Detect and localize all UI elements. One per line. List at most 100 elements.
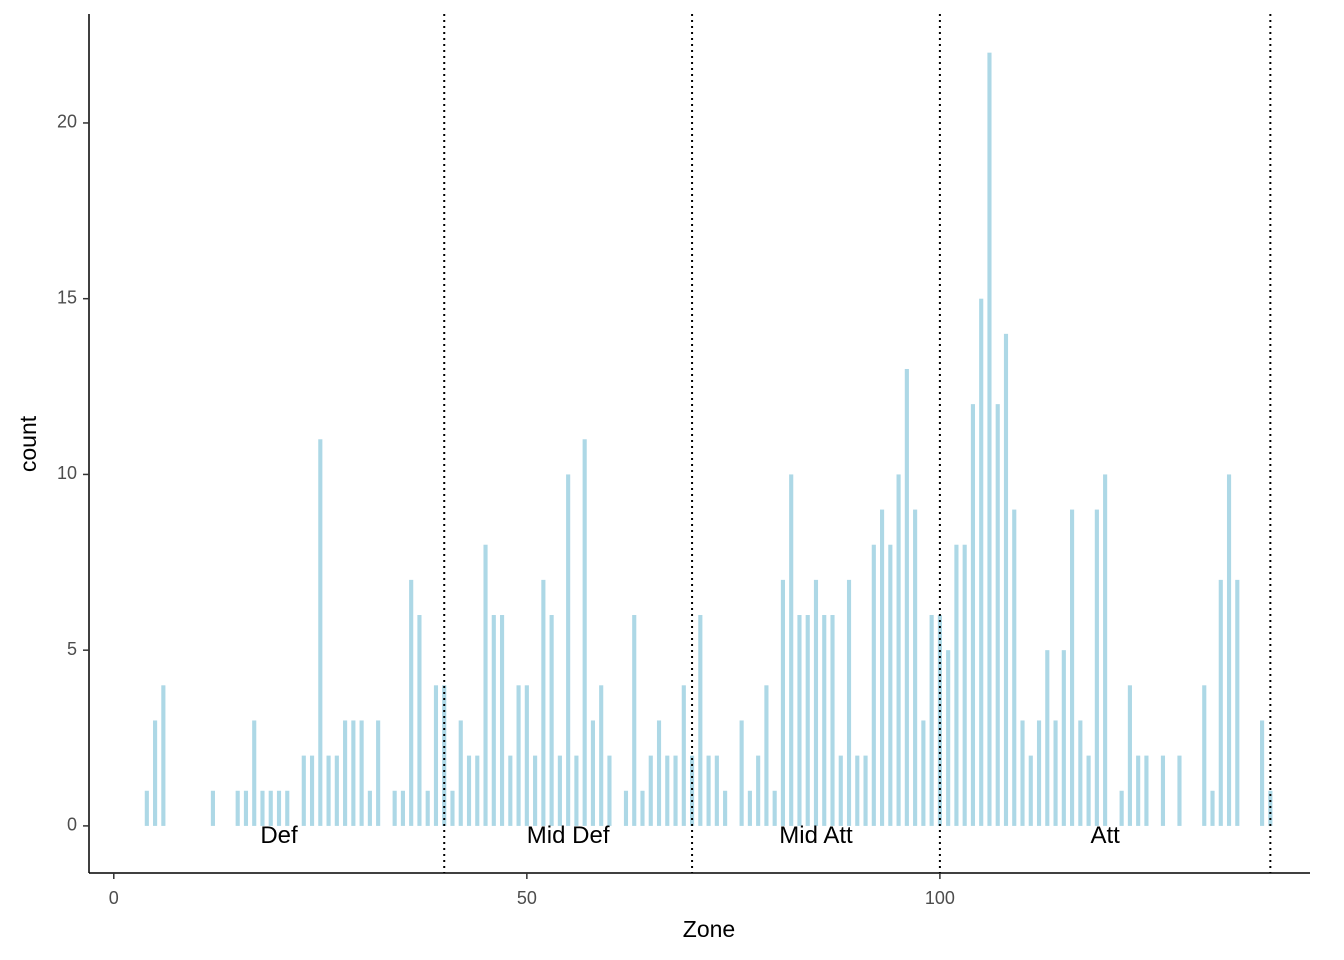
bar [268, 790, 273, 826]
bar [1136, 755, 1141, 826]
bar [689, 755, 695, 826]
bar [979, 298, 984, 826]
bar [813, 579, 819, 826]
bar [524, 685, 529, 826]
bar [1020, 720, 1025, 826]
bar [376, 720, 381, 826]
bar [846, 579, 852, 826]
bar [359, 720, 364, 826]
zone-label: Mid Att [779, 822, 853, 849]
bar [921, 720, 926, 826]
bar [863, 755, 868, 826]
bar [351, 720, 356, 826]
bar [1078, 720, 1083, 826]
bar [747, 790, 752, 826]
bar [483, 544, 488, 826]
bar [805, 615, 810, 826]
bar [318, 439, 323, 826]
bar [723, 790, 728, 826]
bar [987, 52, 992, 826]
y-tick-label: 20 [57, 112, 77, 132]
bar [1218, 579, 1223, 826]
bar [1045, 650, 1050, 826]
bar [541, 579, 546, 826]
bar [830, 615, 835, 826]
bar [425, 790, 430, 826]
bar [1210, 790, 1215, 826]
bar [574, 755, 579, 826]
bar [1127, 685, 1132, 826]
bar [491, 615, 496, 826]
bar [929, 615, 934, 826]
bar [1160, 755, 1166, 826]
bar [161, 685, 166, 826]
bar [301, 755, 306, 826]
bar [1036, 720, 1042, 826]
bar [1012, 509, 1017, 826]
bar [475, 755, 480, 826]
bar [797, 615, 802, 826]
bar [1086, 755, 1091, 826]
bar [772, 790, 777, 826]
bar [640, 790, 645, 826]
bar [739, 720, 744, 826]
zone-label: Def [260, 822, 298, 849]
bar [1103, 474, 1108, 826]
bar [896, 474, 901, 826]
bar [499, 615, 505, 826]
y-tick-label: 5 [67, 639, 77, 659]
bar [260, 790, 265, 826]
bar [450, 790, 455, 826]
bar [309, 755, 315, 826]
bar [880, 509, 885, 826]
bar [590, 720, 595, 826]
bar [632, 615, 637, 826]
bar [1119, 790, 1124, 826]
bar [789, 474, 794, 826]
bar [764, 685, 769, 826]
bar [367, 790, 372, 826]
bar [1003, 333, 1009, 826]
bar [153, 720, 158, 826]
bar [1268, 790, 1273, 826]
y-axis-title: count [15, 415, 41, 472]
bar [252, 720, 257, 826]
bar [326, 755, 331, 826]
bar [665, 755, 670, 826]
bar [623, 790, 629, 826]
bar [599, 685, 604, 826]
bar [855, 755, 860, 826]
bar [285, 790, 290, 826]
bar [1094, 509, 1099, 826]
bar [1070, 509, 1075, 826]
bar [904, 368, 909, 826]
bar [888, 544, 893, 826]
bar [946, 650, 951, 826]
bar [400, 790, 405, 826]
bar [433, 685, 439, 826]
bar [210, 790, 215, 826]
bar [508, 755, 513, 826]
x-tick-label: 100 [925, 888, 955, 908]
bar [276, 790, 282, 826]
bar [681, 685, 686, 826]
x-tick-label: 0 [109, 888, 119, 908]
y-tick-label: 10 [57, 463, 77, 483]
bar [937, 615, 942, 826]
bar [1061, 650, 1066, 826]
x-tick-label: 50 [517, 888, 537, 908]
bar [1028, 755, 1033, 826]
bar [706, 755, 711, 826]
x-axis-title: Zone [683, 916, 735, 942]
bar [962, 544, 967, 826]
bar [392, 790, 397, 826]
bar [566, 474, 571, 826]
bar [954, 544, 959, 826]
bar [557, 755, 562, 826]
bar [673, 755, 678, 826]
zone-label: Mid Def [527, 822, 610, 849]
zone-label: Att [1090, 822, 1120, 849]
bar [442, 685, 447, 826]
bar [1202, 685, 1207, 826]
bar [516, 685, 521, 826]
